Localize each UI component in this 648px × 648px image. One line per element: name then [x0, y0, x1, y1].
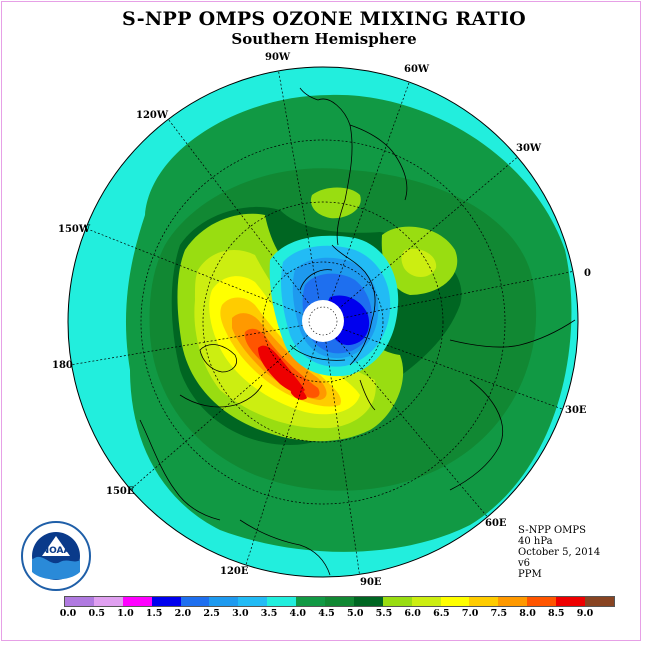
colorbar-swatch [440, 597, 470, 606]
coastlines [139, 87, 576, 576]
colorbar-swatch [209, 597, 239, 606]
lon-label-60w: 60W [404, 64, 430, 75]
lon-label-60e: 60E [485, 518, 507, 529]
colorbar-swatch [411, 597, 441, 606]
colorbar-tick-label: 9.0 [576, 608, 594, 619]
info-instrument: S-NPP OMPS [518, 525, 586, 536]
colorbar-tick-label: 0.0 [59, 608, 77, 619]
colorbar-tick-label: 5.5 [375, 608, 393, 619]
colorbar-tick-label: 0.5 [88, 608, 105, 619]
colorbar-swatch [180, 597, 210, 606]
lon-label-90w: 90W [265, 52, 291, 63]
map-border [67, 66, 579, 578]
colorbar-tick-label: 8.5 [548, 608, 565, 619]
map-title: S-NPP OMPS OZONE MIXING RATIO [121, 8, 527, 30]
colorbar-tick-label: 2.5 [203, 608, 220, 619]
info-date: October 5, 2014 [518, 547, 601, 558]
colorbar-tick-label: 3.0 [232, 608, 249, 619]
colorbar-tick-label: 3.5 [260, 608, 278, 619]
lon-label-30w: 30W [516, 143, 542, 154]
colorbar-tick-label: 2.0 [174, 608, 192, 619]
lon-label-150w: 150W [58, 224, 91, 235]
colorbar-swatch [267, 597, 297, 606]
colorbar-swatch [151, 597, 181, 606]
colorbar-tick-label: 6.0 [404, 608, 421, 619]
colorbar-ticks: 0.0 0.5 1.0 1.5 2.0 2.5 3.0 3.5 4.0 4.5 5.0 5.5 6.0 6… [60, 608, 600, 622]
lon-label-90e: 90E [360, 577, 382, 588]
colorbar-tick-label: 7.5 [490, 608, 508, 619]
colorbar-tick-label: 7.0 [461, 608, 479, 619]
colorbar-swatch [93, 597, 123, 606]
colorbar-tick-label: 4.0 [289, 608, 307, 619]
contour-5p5-north [310, 187, 361, 219]
noaa-logo-text: NOAA [42, 546, 71, 556]
info-block: S-NPP OMPS 40 hPa October 5, 2014 v6 PPM [518, 525, 600, 580]
colorbar [64, 596, 615, 607]
colorbar-tick-label: 5.0 [346, 608, 364, 619]
colorbar-swatch [122, 597, 152, 606]
colorbar-tick-label: 1.0 [117, 608, 134, 619]
colorbar-swatch [325, 597, 354, 606]
colorbar-swatch [296, 597, 326, 606]
map-subtitle: Southern Hemisphere [231, 30, 417, 48]
colorbar-tick-label: 4.5 [318, 608, 335, 619]
colorbar-tick-label: 1.5 [145, 608, 163, 619]
pole-circle [308, 306, 338, 336]
lon-label-0: 0 [584, 268, 591, 279]
info-version: v6 [518, 558, 531, 569]
contour-8p5-b [290, 384, 307, 400]
contour-8p5 [258, 345, 305, 393]
noaa-logo: NOAA [21, 521, 91, 591]
colorbar-swatch [498, 597, 528, 606]
colorbar-tick-label: 6.5 [433, 608, 450, 619]
info-units: PPM [518, 569, 542, 580]
lon-label-150e: 150E [106, 486, 135, 497]
colorbar-swatch [585, 597, 614, 606]
lon-label-30e: 30E [565, 405, 587, 416]
colorbar-swatch [469, 597, 499, 606]
pole-missing-data [302, 300, 344, 342]
contour-6p0-east [401, 248, 437, 277]
colorbar-swatch [238, 597, 268, 606]
colorbar-tick-label: 8.0 [519, 608, 536, 619]
colorbar-swatch [527, 597, 557, 606]
colorbar-swatch [556, 597, 586, 606]
colorbar-swatch [382, 597, 412, 606]
lon-label-180: 180 [52, 360, 73, 371]
lon-label-120w: 120W [136, 110, 169, 121]
colorbar-swatch [65, 597, 94, 606]
graticule [69, 67, 578, 577]
colorbar-swatch [353, 597, 383, 606]
info-level: 40 hPa [518, 536, 553, 547]
figure-frame [1, 1, 641, 641]
lon-label-120e: 120E [220, 566, 249, 577]
